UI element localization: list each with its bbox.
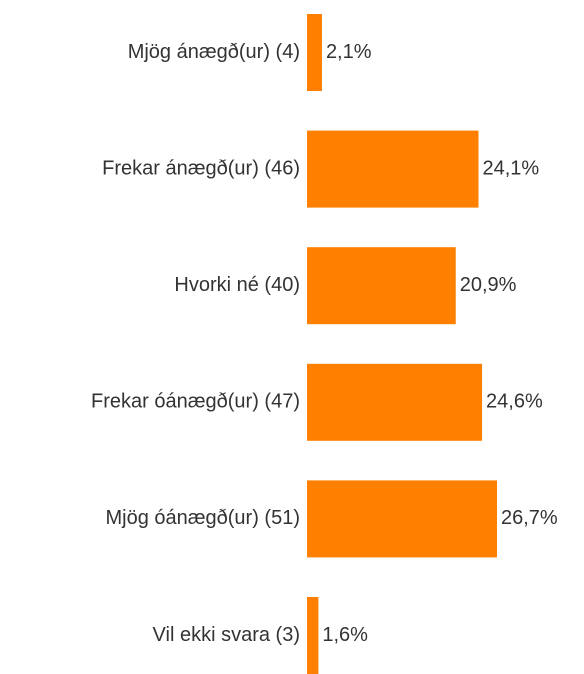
value-label: 24,6% [486,391,543,413]
bar [307,130,479,208]
value-label: 26,7% [501,507,558,529]
value-label: 1,6% [322,624,368,646]
bar [307,480,497,558]
value-label: 24,1% [482,157,539,179]
bar [307,597,319,674]
bar [307,247,456,325]
category-label: Mjög óánægð(ur) (51) [105,507,300,529]
bar [307,363,483,441]
bar [307,14,322,91]
category-label: Vil ekki svara (3) [153,624,300,646]
value-label: 20,9% [460,274,517,296]
category-label: Frekar ánægð(ur) (46) [102,157,300,179]
category-label: Frekar óánægð(ur) (47) [91,391,300,413]
category-label: Hvorki né (40) [174,274,300,296]
value-label: 2,1% [326,41,372,63]
category-label: Mjög ánægð(ur) (4) [128,41,300,63]
